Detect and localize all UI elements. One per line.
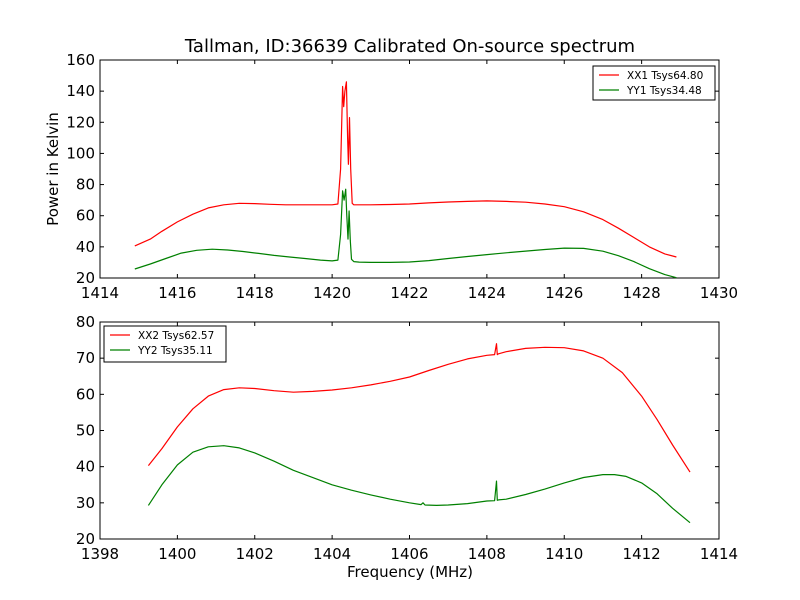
top-plot-ticks: 1414 1416 1418 1420 1422 1424 1426 1428 1430 20 40… xyxy=(66,51,738,302)
x-tick-label: 1422 xyxy=(390,284,428,302)
x-tick-label: 1418 xyxy=(236,284,274,302)
y-tick-label: 30 xyxy=(76,494,95,512)
x-tick-label: 1424 xyxy=(468,284,506,302)
bottom-plot-legend-box xyxy=(103,325,227,363)
y-tick-label: 60 xyxy=(76,385,95,403)
chart-title: Tallman, ID:36639 Calibrated On-source s… xyxy=(184,36,635,57)
legend-label-yy1: YY1 Tsys34.48 xyxy=(626,85,702,97)
x-tick-label: 1416 xyxy=(158,284,196,302)
x-tick-label: 1400 xyxy=(158,545,196,563)
legend-label-yy2: YY2 Tsys35.11 xyxy=(137,345,213,357)
legend-label-xx1: XX1 Tsys64.80 xyxy=(627,70,703,82)
y-tick-label: 40 xyxy=(76,238,95,256)
y-tick-label: 70 xyxy=(76,349,95,367)
y-tick-label: 80 xyxy=(76,313,95,331)
y-tick-label: 160 xyxy=(66,51,95,69)
x-tick-label: 1428 xyxy=(623,284,661,302)
y-tick-label: 140 xyxy=(66,82,95,100)
x-tick-label: 1414 xyxy=(700,545,738,563)
y-tick-label: 20 xyxy=(76,269,95,287)
x-tick-label: 1420 xyxy=(313,284,351,302)
y-tick-label: 40 xyxy=(76,458,95,476)
y-tick-label: 120 xyxy=(66,113,95,131)
bottom-plot: 1398 1400 1402 1404 1406 1408 1410 1412 1414 20 30… xyxy=(76,313,738,581)
x-tick-label: 1408 xyxy=(468,545,506,563)
series-line-yy2 xyxy=(147,445,691,524)
x-tick-label: 1398 xyxy=(81,545,119,563)
series-line-yy1 xyxy=(134,188,677,279)
x-tick-label: 1414 xyxy=(81,284,119,302)
x-tick-label: 1426 xyxy=(545,284,583,302)
y-tick-label: 50 xyxy=(76,422,95,440)
x-tick-label: 1410 xyxy=(545,545,583,563)
y-tick-label: 80 xyxy=(76,176,95,194)
y-tick-label: 100 xyxy=(66,144,95,162)
x-tick-label: 1412 xyxy=(623,545,661,563)
bottom-plot-ticks: 1398 1400 1402 1404 1406 1408 1410 1412 1414 20 30… xyxy=(76,313,738,563)
series-line-xx1 xyxy=(134,81,677,258)
top-plot: 1414 1416 1418 1420 1422 1424 1426 1428 1430 20 40… xyxy=(44,51,738,302)
x-tick-label: 1430 xyxy=(700,284,738,302)
y-tick-label: 20 xyxy=(76,530,95,548)
top-plot-series xyxy=(134,81,677,279)
series-line-xx2 xyxy=(147,343,691,473)
bottom-plot-x-axis-label: Frequency (MHz) xyxy=(347,563,473,581)
top-plot-legend: XX1 Tsys64.80 YY1 Tsys34.48 xyxy=(592,65,716,101)
bottom-plot-legend: XX2 Tsys62.57 YY2 Tsys35.11 xyxy=(103,325,227,363)
legend-label-xx2: XX2 Tsys62.57 xyxy=(138,330,214,342)
x-tick-label: 1406 xyxy=(390,545,428,563)
top-plot-y-axis-label: Power in Kelvin xyxy=(44,112,62,226)
top-plot-legend-box xyxy=(592,65,716,101)
bottom-plot-series xyxy=(147,343,691,524)
x-tick-label: 1404 xyxy=(313,545,351,563)
y-tick-label: 60 xyxy=(76,207,95,225)
x-tick-label: 1402 xyxy=(236,545,274,563)
